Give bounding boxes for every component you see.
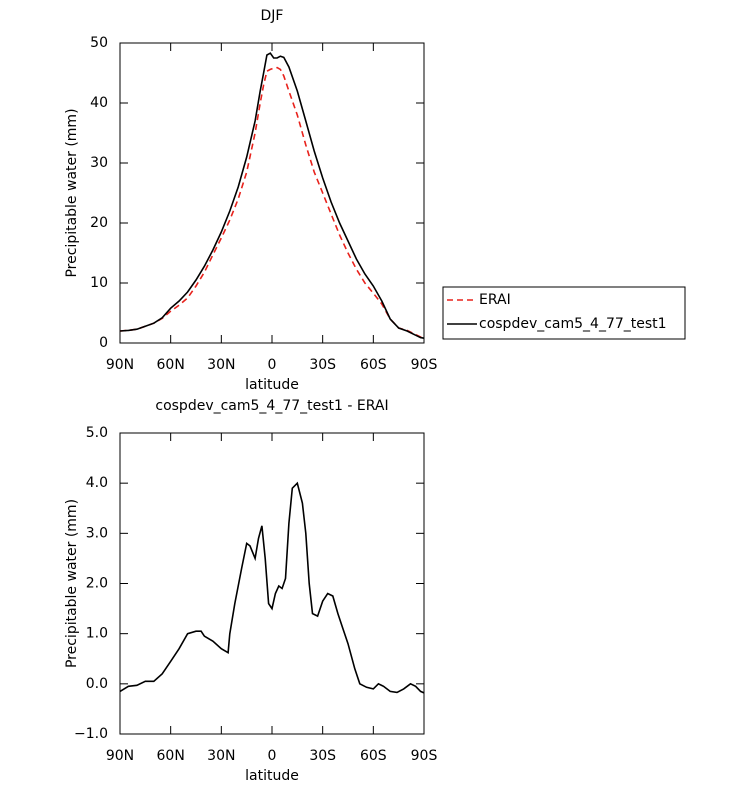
y-tick-label: 0.0 [86,676,108,692]
x-axis-label: latitude [245,768,299,784]
x-tick-label: 60N [157,357,185,373]
y-tick-label: 2.0 [86,576,108,592]
x-tick-label: 60S [360,357,387,373]
data-line [119,481,425,694]
y-tick-label: 30 [90,155,108,171]
chart-title: cospdev_cam5_4_77_test1 - ERAI [155,398,388,414]
x-tick-label: 90S [411,357,438,373]
y-axis-label: Precipitable water (mm) [64,499,80,668]
x-tick-label: 0 [268,748,277,764]
x-tick-label: 30N [207,748,235,764]
y-tick-label: 10 [90,275,108,291]
x-tick-label: 90N [106,748,134,764]
legend-box [442,286,686,340]
y-tick-label: 3.0 [86,525,108,541]
y-tick-label: 40 [90,95,108,111]
chart-title: DJF [261,8,284,24]
plot-frame [119,42,425,344]
y-tick-label: 4.0 [86,475,108,491]
x-tick-label: 60N [157,748,185,764]
legend-label: cospdev_cam5_4_77_test1 [479,316,667,332]
y-tick-label: 5.0 [86,425,108,441]
y-tick-label: 20 [90,215,108,231]
y-tick-label: 50 [90,35,108,51]
y-tick-label: −1.0 [74,726,108,742]
data-line [119,52,425,339]
x-tick-label: 30N [207,357,235,373]
x-tick-label: 60S [360,748,387,764]
x-tick-label: 90S [411,748,438,764]
plot-frame [119,432,425,735]
y-tick-label: 0 [99,335,108,351]
x-tick-label: 90N [106,357,134,373]
data-line [119,66,425,339]
y-tick-label: 1.0 [86,626,108,642]
legend-label: ERAI [479,292,511,308]
y-axis-label: Precipitable water (mm) [64,108,80,277]
x-tick-label: 30S [309,357,336,373]
x-axis-label: latitude [245,377,299,393]
x-tick-label: 30S [309,748,336,764]
x-tick-label: 0 [268,357,277,373]
